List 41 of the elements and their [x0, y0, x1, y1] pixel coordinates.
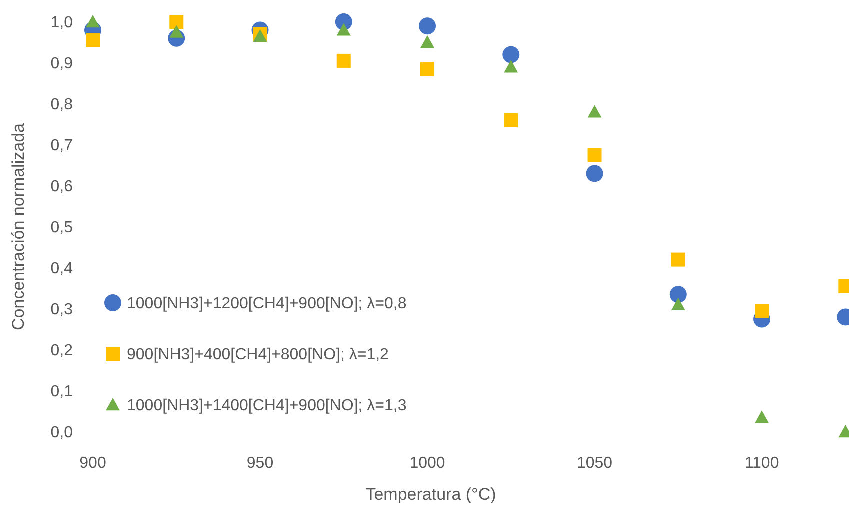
point [170, 15, 184, 29]
x-axis-title: Temperatura (°C) [366, 485, 496, 504]
y-tick-label: 0,1 [50, 384, 74, 401]
point [588, 148, 602, 162]
y-tick-label: 0,9 [50, 56, 74, 73]
point [755, 410, 770, 424]
point [502, 46, 520, 64]
x-tick-label: 900 [80, 455, 106, 472]
point [419, 18, 436, 35]
y-tick-label: 0,5 [50, 220, 74, 237]
y-tick-label: 0,4 [50, 260, 74, 278]
point [336, 54, 351, 68]
legend-label: 900[NH3]+400[CH4]+800[NO]; λ=1,2 [127, 346, 390, 364]
y-tick-label: 0,7 [50, 138, 74, 155]
x-tick-label: 950 [246, 455, 274, 472]
point [671, 298, 686, 310]
legend-label: 1000[NH3]+1200[CH4]+900[NO]; λ=0,8 [127, 296, 407, 313]
x-tick-label: 1100 [744, 455, 780, 472]
point [755, 304, 770, 318]
legend-label: 1000[NH3]+1400[CH4]+900[NO]; λ=1,3 [127, 398, 407, 415]
x-tick-label: 1000 [410, 455, 446, 472]
point [504, 60, 518, 73]
y-tick-label: 0,2 [50, 342, 74, 360]
point [586, 165, 604, 182]
point [670, 286, 687, 304]
point [170, 25, 184, 38]
point [86, 15, 100, 28]
point [86, 33, 100, 48]
point [420, 36, 435, 48]
point [420, 62, 435, 76]
point [336, 23, 351, 36]
point [504, 113, 518, 128]
y-tick-label: 0,0 [50, 424, 74, 442]
y-tick-label: 0,6 [50, 178, 74, 196]
y-axis-title: Concentración normalizada [9, 122, 28, 330]
y-tick-label: 1,0 [50, 14, 74, 32]
point [671, 252, 686, 267]
x-tick-label: 1050 [576, 455, 613, 472]
point [588, 105, 602, 118]
y-tick-label: 0,3 [50, 302, 74, 319]
y-tick-label: 0,8 [50, 96, 74, 114]
